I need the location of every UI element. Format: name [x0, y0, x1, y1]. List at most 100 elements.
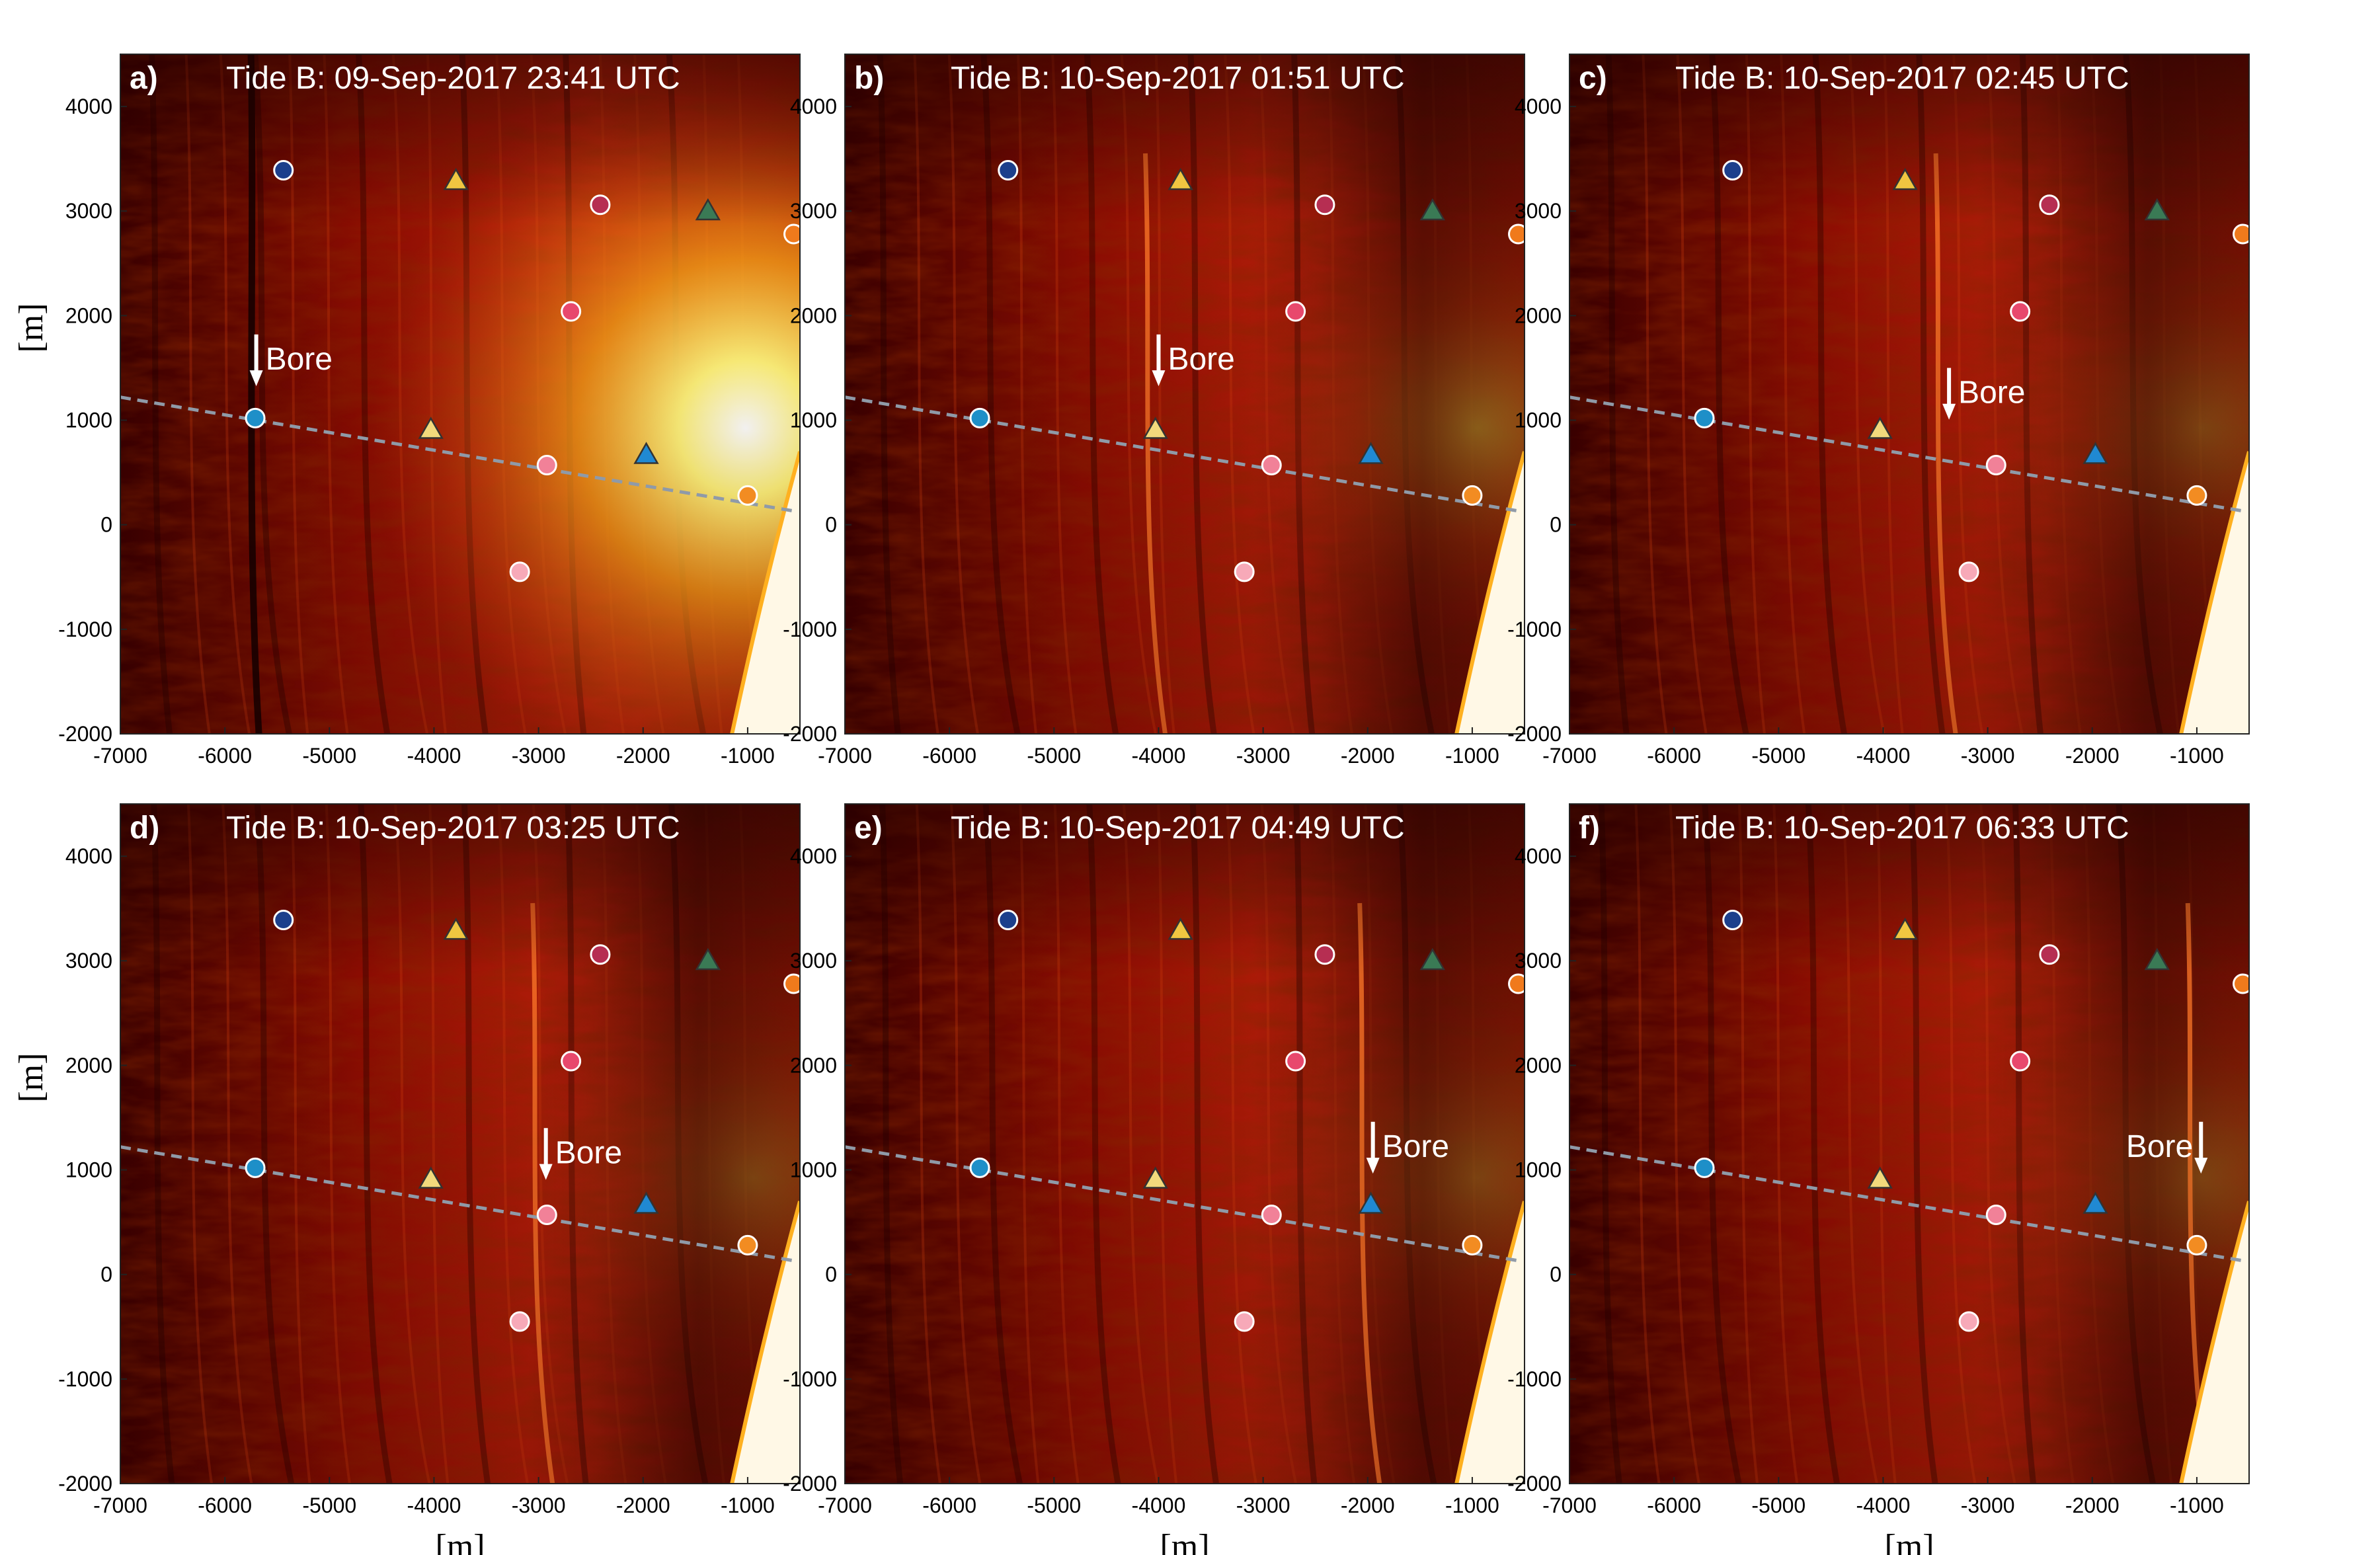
station-circle	[590, 194, 611, 216]
panel-title: Tide B: 10-Sep-2017 03:25 UTC	[226, 811, 680, 846]
x-tick-label: -5000	[1027, 1494, 1081, 1517]
x-tick-label: -2000	[1341, 744, 1395, 768]
station-triangle	[1419, 198, 1445, 221]
panel-title: Tide B: 10-Sep-2017 06:33 UTC	[1675, 811, 2129, 846]
station-triangle	[633, 1191, 659, 1214]
y-tick-label: -2000	[783, 1472, 837, 1495]
x-tick-label: -2000	[2065, 1494, 2120, 1517]
bore-label: Bore	[1958, 376, 2025, 411]
station-triangle	[633, 442, 659, 464]
x-tick-label: -4000	[1132, 744, 1186, 768]
y-tick-label: 0	[825, 513, 837, 537]
x-tick-label: -5000	[1751, 1494, 1805, 1517]
station-circle	[2010, 1051, 2031, 1072]
panel-e: Bore e) Tide B: 10-Sep-2017 04:49 UTC -7000…	[783, 803, 1525, 1555]
image-vignette	[1569, 804, 2249, 1484]
y-tick-label: -2000	[58, 1472, 112, 1495]
y-tick-label: 1000	[790, 409, 837, 432]
x-tick-label: -4000	[407, 744, 461, 768]
y-tick-label: 2000	[65, 303, 112, 327]
station-circle	[969, 407, 990, 428]
x-tick-label: -2000	[1341, 1494, 1395, 1517]
bore-arrowhead	[2194, 1158, 2208, 1174]
station-circle	[2039, 194, 2060, 216]
y-tick-label: 4000	[1515, 844, 1562, 868]
station-triangle	[443, 167, 469, 190]
x-axis-label: [m]	[1884, 1528, 1934, 1555]
y-tick-label: 0	[1550, 1263, 1562, 1287]
bore-arrowhead	[249, 370, 263, 387]
y-tick-label: 3000	[65, 949, 112, 973]
station-triangle	[418, 417, 444, 439]
plot-frame	[844, 803, 1525, 1484]
transect-line	[845, 395, 1520, 513]
y-tick-label: 4000	[65, 95, 112, 118]
station-triangle	[1867, 417, 1893, 439]
surf-zone	[1454, 451, 1525, 734]
station-circle	[1314, 194, 1335, 216]
transect-line	[120, 395, 795, 513]
radar-image: Bore	[1569, 804, 2249, 1484]
x-tick-label: -1000	[1445, 1494, 1499, 1517]
y-tick-label: 4000	[790, 844, 837, 868]
x-tick-label: -6000	[922, 1494, 976, 1517]
station-triangle	[1867, 1166, 1893, 1189]
station-circle	[273, 910, 294, 931]
panel-letter: b)	[854, 61, 884, 96]
x-tick-label: -1000	[1445, 744, 1499, 768]
bore-label: Bore	[555, 1135, 622, 1170]
panel-title: Tide B: 10-Sep-2017 01:51 UTC	[951, 61, 1405, 96]
panels: Bore a) Tide B: 09-Sep-2017 23:41 UTC -7000…	[13, 54, 2250, 1555]
station-triangle	[695, 947, 721, 971]
x-tick-label: -5000	[1751, 744, 1805, 768]
y-tick-label: 3000	[1515, 949, 1562, 973]
station-circle	[2039, 944, 2060, 965]
station-circle	[998, 160, 1019, 181]
bore-arrowhead	[539, 1164, 553, 1180]
transect-line	[1569, 1145, 2244, 1263]
station-circle	[783, 973, 800, 994]
panel-title: Tide B: 10-Sep-2017 04:49 UTC	[951, 811, 1405, 846]
y-tick-label: 1000	[790, 1158, 837, 1182]
station-circle	[1508, 973, 1525, 994]
surf-zone	[730, 1201, 800, 1484]
x-tick-label: -6000	[198, 744, 252, 768]
x-tick-label: -1000	[2170, 1494, 2224, 1517]
station-triangle	[2144, 947, 2170, 971]
bore-label: Bore	[1168, 342, 1234, 377]
station-triangle	[1892, 917, 1918, 940]
y-tick-label: 1000	[65, 1158, 112, 1182]
bore-label: Bore	[1382, 1129, 1449, 1164]
y-tick-label: 3000	[790, 199, 837, 223]
radar-image: Bore	[120, 54, 800, 734]
y-tick-label: -2000	[1507, 722, 1562, 746]
panel-c: Bore c) Tide B: 10-Sep-2017 02:45 UTC -7000…	[1507, 54, 2250, 768]
panel-a: Bore a) Tide B: 09-Sep-2017 23:41 UTC -7000…	[13, 54, 801, 768]
transect-line	[845, 1145, 1520, 1263]
station-triangle	[1358, 442, 1384, 464]
station-circle	[1694, 1157, 1715, 1178]
station-circle	[590, 944, 611, 965]
surf-zone	[2179, 1201, 2249, 1484]
x-tick-label: -6000	[922, 744, 976, 768]
image-vignette	[120, 54, 800, 734]
station-triangle	[2082, 442, 2108, 464]
bore-label: Bore	[2126, 1129, 2193, 1164]
station-circle	[1722, 160, 1743, 181]
plot-frame	[120, 803, 801, 1484]
station-circle	[1234, 561, 1255, 582]
station-circle	[245, 1157, 266, 1178]
radar-image: Bore	[845, 54, 1525, 734]
y-tick-label: 2000	[1515, 1053, 1562, 1077]
panel-b: Bore b) Tide B: 10-Sep-2017 01:51 UTC -7000…	[783, 54, 1525, 768]
station-triangle	[695, 198, 721, 221]
transect-line	[1569, 395, 2244, 513]
station-triangle	[1142, 417, 1168, 439]
station-circle	[737, 485, 758, 506]
panel-d: Bore d) Tide B: 10-Sep-2017 03:25 UTC -7000…	[13, 803, 801, 1517]
station-circle	[1958, 561, 1979, 582]
station-circle	[783, 223, 800, 245]
station-circle	[509, 561, 530, 582]
station-circle	[509, 1311, 530, 1332]
